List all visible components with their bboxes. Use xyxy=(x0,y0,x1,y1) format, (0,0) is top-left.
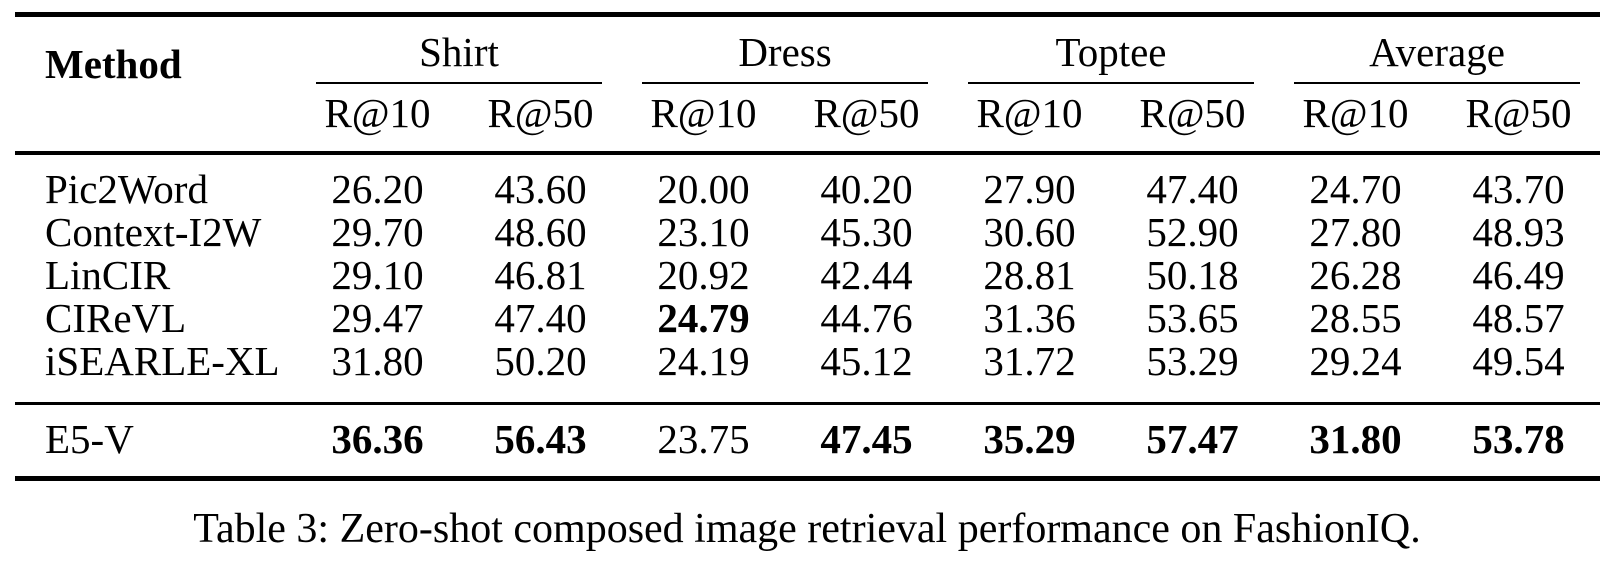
table-header: Method Shirt Dress Toptee Average xyxy=(15,14,1600,155)
metric-header-row: R@10 R@50 R@10 R@50 R@10 R@50 R@10 R@50 xyxy=(15,84,1600,155)
metric-cell: 24.19 xyxy=(657,338,750,384)
metric-header: R@10 xyxy=(948,84,1111,155)
group-header-toptee: Toptee xyxy=(948,15,1274,84)
metric-cell: 42.44 xyxy=(820,252,913,298)
metric-cell: 44.76 xyxy=(820,295,913,341)
metric-cell: 53.29 xyxy=(1146,338,1239,384)
metric-cell: 53.78 xyxy=(1437,402,1600,479)
metric-cell: 31.80 xyxy=(331,338,424,384)
metric-header: R@10 xyxy=(622,84,785,155)
metric-cell: 20.92 xyxy=(657,252,750,298)
metric-cell: 23.10 xyxy=(657,209,750,255)
table-caption: Table 3: Zero-shot composed image retrie… xyxy=(193,506,1421,552)
table-body: Pic2Word 26.20 43.60 20.00 40.20 27.90 4… xyxy=(15,153,1600,404)
method-cell: Context-I2W xyxy=(45,209,262,255)
group-label-average: Average xyxy=(1369,29,1505,75)
metric-cell: 50.18 xyxy=(1146,252,1239,298)
metric-cell: 46.81 xyxy=(494,252,587,298)
metric-header: R@50 xyxy=(785,84,948,155)
metric-cell: 28.55 xyxy=(1309,295,1402,341)
results-table: Method Shirt Dress Toptee Average xyxy=(15,12,1600,481)
metric-cell: 40.20 xyxy=(820,166,913,212)
table-row: CIReVL 29.47 47.40 24.79 44.76 31.36 53.… xyxy=(15,297,1600,340)
metric-cell: 48.60 xyxy=(494,209,587,255)
metric-cell: 45.30 xyxy=(820,209,913,255)
metric-cell: 27.80 xyxy=(1309,209,1402,255)
metric-header: R@10 xyxy=(1274,84,1437,155)
group-header-dress: Dress xyxy=(622,15,948,84)
highlight-section: E5-V 36.36 56.43 23.75 47.45 35.29 57.47… xyxy=(15,402,1600,479)
metric-cell: 29.47 xyxy=(331,295,424,341)
metric-cell: 47.40 xyxy=(494,295,587,341)
metric-cell: 57.47 xyxy=(1111,402,1274,479)
table-row: Pic2Word 26.20 43.60 20.00 40.20 27.90 4… xyxy=(15,153,1600,211)
metric-cell: 47.40 xyxy=(1146,166,1239,212)
group-header-row: Method Shirt Dress Toptee Average xyxy=(15,14,1600,155)
metric-cell: 43.60 xyxy=(494,166,587,212)
metric-cell: 27.90 xyxy=(983,166,1076,212)
metric-header: R@10 xyxy=(296,84,459,155)
paper-figure: Method Shirt Dress Toptee Average xyxy=(15,12,1600,552)
table-row: iSEARLE-XL 31.80 50.20 24.19 45.12 31.72… xyxy=(15,340,1600,404)
group-label-dress: Dress xyxy=(738,29,832,75)
metric-cell: 29.24 xyxy=(1309,338,1402,384)
metric-cell: 36.36 xyxy=(296,402,459,479)
metric-cell: 47.45 xyxy=(785,402,948,479)
metric-cell: 29.10 xyxy=(331,252,424,298)
metric-cell: 28.81 xyxy=(983,252,1076,298)
method-cell: Pic2Word xyxy=(45,166,208,212)
group-underline xyxy=(316,82,602,84)
metric-cell: 45.12 xyxy=(820,338,913,384)
metric-cell: 31.80 xyxy=(1274,402,1437,479)
metric-header: R@50 xyxy=(459,84,622,155)
metric-cell: 53.65 xyxy=(1146,295,1239,341)
group-header-shirt: Shirt xyxy=(296,15,622,84)
metric-cell: 56.43 xyxy=(459,402,622,479)
metric-cell: 50.20 xyxy=(494,338,587,384)
table-row-e5v: E5-V 36.36 56.43 23.75 47.45 35.29 57.47… xyxy=(15,402,1600,479)
group-label-toptee: Toptee xyxy=(1055,29,1167,75)
group-label-shirt: Shirt xyxy=(419,29,499,75)
metric-cell: 26.28 xyxy=(1309,252,1402,298)
metric-cell: 20.00 xyxy=(657,166,750,212)
table-row: LinCIR 29.10 46.81 20.92 42.44 28.81 50.… xyxy=(15,254,1600,297)
method-cell: iSEARLE-XL xyxy=(45,338,280,384)
metric-cell: 24.70 xyxy=(1309,166,1402,212)
method-column-header: Method xyxy=(15,14,296,155)
metric-cell: 49.54 xyxy=(1472,338,1565,384)
metric-cell: 29.70 xyxy=(331,209,424,255)
metric-cell: 24.79 xyxy=(657,295,750,341)
metric-cell: 52.90 xyxy=(1146,209,1239,255)
metric-header: R@50 xyxy=(1111,84,1274,155)
metric-header: R@50 xyxy=(1437,84,1600,155)
metric-cell: 31.36 xyxy=(983,295,1076,341)
group-underline xyxy=(642,82,928,84)
metric-cell: 23.75 xyxy=(622,402,785,479)
table-row: Context-I2W 29.70 48.60 23.10 45.30 30.6… xyxy=(15,211,1600,254)
metric-cell: 35.29 xyxy=(948,402,1111,479)
method-cell: CIReVL xyxy=(45,295,187,341)
group-underline xyxy=(968,82,1254,84)
method-cell: LinCIR xyxy=(45,252,171,298)
metric-cell: 48.57 xyxy=(1472,295,1565,341)
metric-cell: 31.72 xyxy=(983,338,1076,384)
group-header-average: Average xyxy=(1274,15,1600,84)
metric-cell: 46.49 xyxy=(1472,252,1565,298)
group-underline xyxy=(1294,82,1580,84)
metric-cell: 48.93 xyxy=(1472,209,1565,255)
metric-cell: 26.20 xyxy=(331,166,424,212)
metric-cell: 30.60 xyxy=(983,209,1076,255)
method-cell: E5-V xyxy=(15,402,296,479)
metric-cell: 43.70 xyxy=(1472,166,1565,212)
